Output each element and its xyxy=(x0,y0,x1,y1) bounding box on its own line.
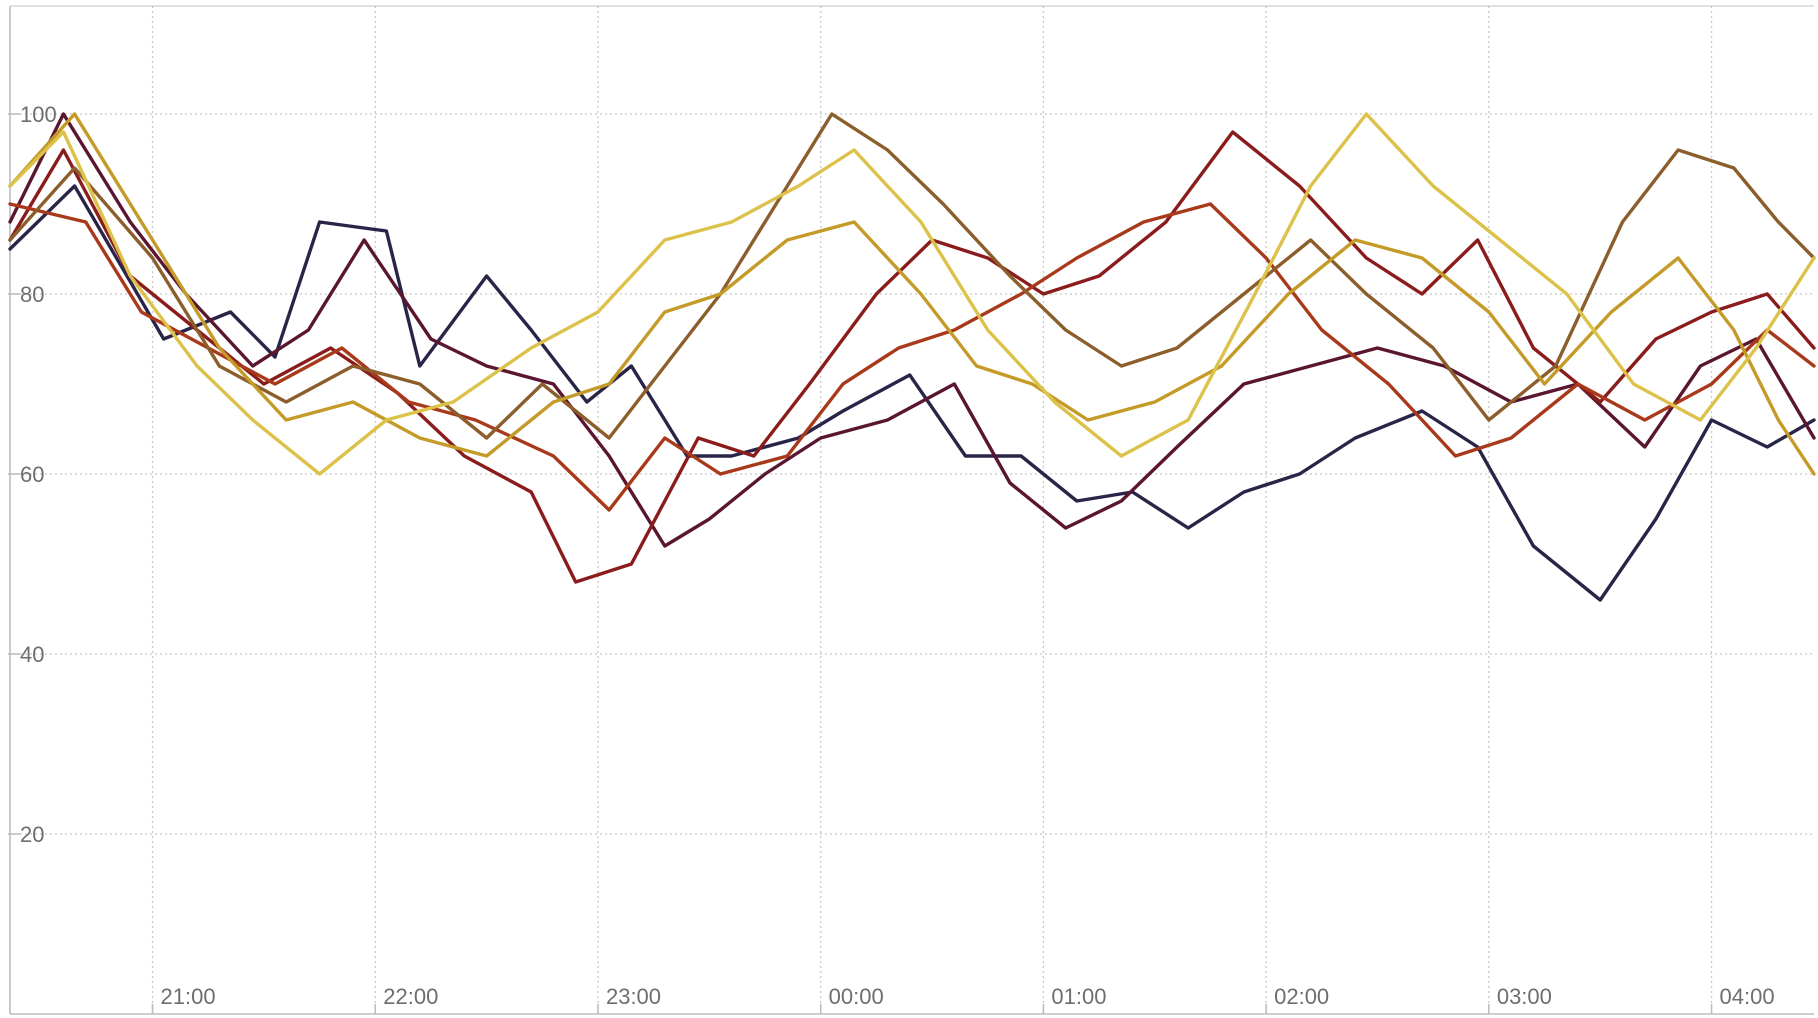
x-tick-label: 01:00 xyxy=(1051,984,1106,1009)
x-tick-label: 22:00 xyxy=(383,984,438,1009)
series-line-4 xyxy=(8,202,1816,512)
x-tick-label: 00:00 xyxy=(829,984,884,1009)
series-line-6 xyxy=(8,112,1816,476)
y-tick-label: 80 xyxy=(20,282,44,307)
axes xyxy=(8,5,1814,1015)
y-tick-label: 40 xyxy=(20,642,44,667)
series-line-3 xyxy=(8,130,1816,584)
x-tick-label: 04:00 xyxy=(1720,984,1775,1009)
x-tick-label: 23:00 xyxy=(606,984,661,1009)
series-group xyxy=(8,112,1816,602)
x-tick-label: 03:00 xyxy=(1497,984,1552,1009)
x-tick-label: 21:00 xyxy=(161,984,216,1009)
series-line-1 xyxy=(8,184,1816,602)
y-tick-label: 100 xyxy=(20,102,57,127)
tick-labels: 20 40 60 80 100 21:00 22:00 23:00 00:00 01:00 02:0… xyxy=(20,102,1775,1009)
series-line-7 xyxy=(8,112,1816,476)
y-tick-label: 60 xyxy=(20,462,44,487)
x-tick-label: 02:00 xyxy=(1274,984,1329,1009)
y-tick-label: 20 xyxy=(20,822,44,847)
series-line-5 xyxy=(8,112,1816,440)
grid xyxy=(10,6,1814,1014)
series-line-2 xyxy=(8,112,1816,548)
